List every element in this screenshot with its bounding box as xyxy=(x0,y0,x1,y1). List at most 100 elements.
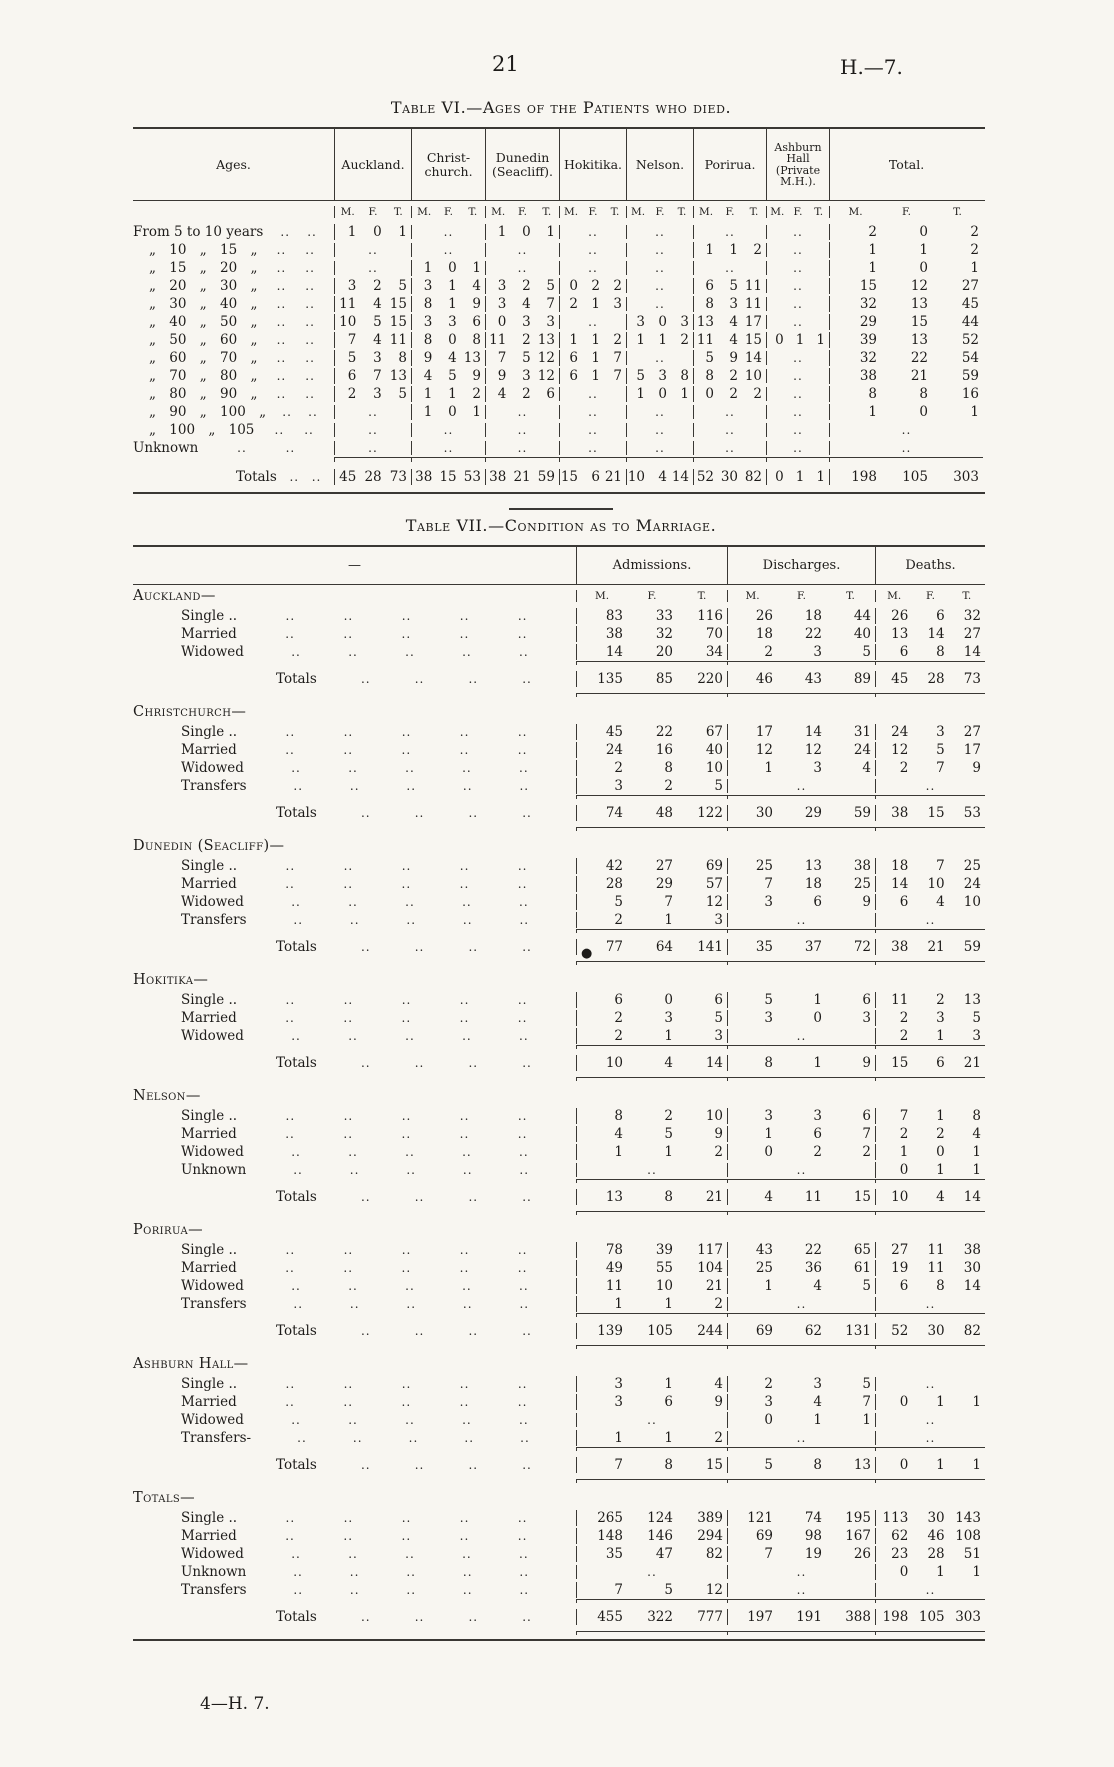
rule-segment xyxy=(576,1479,727,1483)
page-content: Table VI.—Ages of the Patients who died.… xyxy=(133,98,989,1641)
subheader-label: M. xyxy=(630,206,646,218)
leader-dot-group: .. xyxy=(401,1395,412,1409)
row-label-cell: Totals........ xyxy=(133,1609,576,1625)
cell-value: 72 xyxy=(853,939,871,955)
data-cell: 35 47 82 xyxy=(576,1546,727,1562)
cell-value: 1 xyxy=(472,260,481,276)
leader-dot-group: .. xyxy=(343,877,354,891)
row-label: Single .. xyxy=(181,608,238,624)
leader-dot-group: .. xyxy=(517,627,528,641)
rule-segment xyxy=(485,457,559,462)
row-label: Transfers xyxy=(181,912,247,928)
row-label-cell: Widowed.......... xyxy=(133,644,576,660)
data-cell: .. xyxy=(875,913,985,927)
leader-dot-group: .. xyxy=(406,779,417,793)
rule-segment xyxy=(875,1631,985,1635)
cell-value: 6 xyxy=(936,608,945,624)
leader-dots: .......... xyxy=(237,627,576,641)
data-cell: .. xyxy=(559,261,626,275)
mft-subheader: M. F. T. xyxy=(334,206,411,218)
cell-value: 4 xyxy=(936,894,945,910)
cell-value: 131 xyxy=(845,1323,871,1339)
cell-value: 38 xyxy=(859,368,877,384)
cell-value: 38 xyxy=(415,469,433,485)
leader-dot-group: .. xyxy=(462,1583,473,1597)
leader-dot-group: .. xyxy=(517,859,528,873)
row-label-cell: Totals........ xyxy=(133,1457,576,1473)
row-label-cell: „ 100 „ 105.... xyxy=(133,422,334,438)
cell-value: 1 xyxy=(664,1296,673,1312)
cell-value: 1 xyxy=(970,404,979,420)
leader-dot-group: .. xyxy=(280,225,291,239)
row-label: „ 70 „ 80 „ xyxy=(149,368,258,384)
data-cell: .. xyxy=(559,243,626,257)
leader-dot-group: .. xyxy=(348,761,358,775)
table7-title: Table VII.—Condition as to Marriage. xyxy=(405,516,717,535)
cell-value: 0 xyxy=(448,332,457,348)
cell-value: 146 xyxy=(647,1528,673,1544)
cell-value: 1 xyxy=(472,404,481,420)
cell-value: 1 xyxy=(729,242,738,258)
cell-value: 1 xyxy=(546,224,555,240)
row-label-cell: Single ............ xyxy=(133,992,576,1008)
leader-dot-group: .. xyxy=(519,1583,530,1597)
rule-segment xyxy=(875,961,985,965)
subheader-label: F. xyxy=(443,206,453,218)
cell-value: 11 xyxy=(744,278,762,294)
cell-value: 5 xyxy=(373,314,382,330)
cell-value: 1 xyxy=(936,1564,945,1580)
cell-value: 0 xyxy=(919,404,928,420)
row-label-cell: Married.......... xyxy=(133,1394,576,1410)
leader-dots: .......... xyxy=(244,895,576,909)
leader-dot-group: .. xyxy=(406,913,417,927)
leader-dots: .......... xyxy=(237,1511,576,1525)
cell-value: 24 xyxy=(853,742,871,758)
data-cell: 2 3 5 xyxy=(576,1010,727,1026)
table7-data-row: Widowed.......... 2 8 10 1 3 4 2 7 9 xyxy=(133,759,985,777)
leader-dot-group: .. xyxy=(462,761,472,775)
data-cell: 8 2 10 xyxy=(693,368,766,384)
cell-value: 5 xyxy=(764,992,773,1008)
data-cell: 15 6 21 xyxy=(559,469,626,485)
table6-column-header: Ashburn Hall (Private M.H.). xyxy=(766,129,829,200)
empty-cell-dots: .. xyxy=(588,315,598,329)
table7-data-row: Married.......... 49 55 104 25 36 61 19 11 30 xyxy=(133,1259,985,1277)
cell-value: 1 xyxy=(664,912,673,928)
cell-value: 9 xyxy=(423,350,433,366)
column-header: Deaths. xyxy=(905,557,956,573)
row-label-cell: Single ............ xyxy=(133,724,576,740)
row-label-cell: Dunedin (Seacliff)— xyxy=(133,838,576,854)
table7-totals-row: Totals........ 10 4 14 8 1 9 15 6 21 xyxy=(133,1049,985,1077)
data-cell: 8 2 10 xyxy=(576,1108,727,1124)
cell-value: 3 xyxy=(636,314,645,330)
cell-value: 108 xyxy=(955,1528,981,1544)
data-cell: 13 8 21 xyxy=(576,1189,727,1205)
cell-value: 195 xyxy=(845,1510,871,1526)
rule-spacer xyxy=(133,1045,576,1049)
empty-cell-dots: .. xyxy=(655,243,665,257)
cell-value: 6 xyxy=(899,894,909,910)
cell-value: 15 xyxy=(853,1189,871,1205)
data-cell: 2 3 5 xyxy=(727,1376,875,1392)
cell-value: 2 xyxy=(899,1028,909,1044)
row-label: Married xyxy=(181,742,237,758)
cell-value: 26 xyxy=(891,608,909,624)
data-cell: .. xyxy=(875,1431,985,1445)
row-label-cell: From 5 to 10 years.... xyxy=(133,224,334,240)
table7-data-row: Married.......... 4 5 9 1 6 7 2 2 4 xyxy=(133,1125,985,1143)
empty-cell-dots: .. xyxy=(655,225,665,239)
data-cell: .. xyxy=(559,441,626,455)
column-header: Christ- church. xyxy=(424,150,473,179)
data-cell: .. xyxy=(626,243,693,257)
leader-dot-group: .. xyxy=(405,1279,415,1293)
rule-segment xyxy=(727,661,875,665)
cell-value: 17 xyxy=(744,314,762,330)
table7-data-row: Single ............ 78 39 117 43 22 65 27 11 38 xyxy=(133,1241,985,1259)
row-label: Widowed xyxy=(181,644,244,660)
cell-value: 8 xyxy=(972,1108,981,1124)
leader-dot-group: .. xyxy=(360,1056,371,1070)
leader-dots: ........ xyxy=(317,1056,576,1070)
cell-value: 1 xyxy=(448,296,457,312)
